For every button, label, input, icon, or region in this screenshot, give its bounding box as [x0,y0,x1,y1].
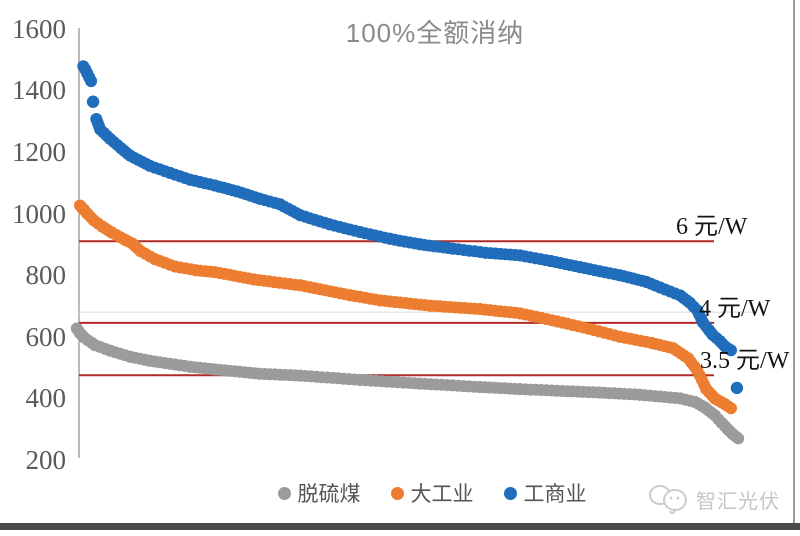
bottom-divider-bar [0,523,800,530]
y-axis-tick-label: 800 [25,260,67,291]
series-dots-2 [77,60,744,395]
legend: 脱硫煤 大工业 工商业 [52,478,800,508]
legend-label: 脱硫煤 [297,483,361,506]
threshold-label-1: 4 元/W [699,295,771,322]
legend-label: 工商业 [523,483,587,506]
y-axis-tick-label: 1400 [12,75,66,106]
watermark-text: 智汇光伏 [696,490,780,513]
threshold-label-2: 3.5 元/W [700,348,790,375]
legend-label: 大工业 [410,483,474,506]
watermark: 智汇光伏 [648,484,780,514]
legend-item-0[interactable]: 脱硫煤 [277,478,361,508]
y-axis-tick-label: 200 [25,445,67,475]
legend-dot-icon [277,486,291,500]
y-axis-tick-label: 1200 [12,136,66,167]
series-dots-1 [74,199,737,415]
legend-dot-icon [503,486,517,500]
y-axis-tick-label: 1600 [12,13,66,44]
watermark-logo-icon [649,485,687,514]
chart-title: 100%全额消纳 [345,18,525,48]
series-dots-0 [70,322,745,445]
y-axis-tick-label: 400 [25,383,67,414]
legend-item-2[interactable]: 工商业 [503,478,587,508]
legend-dot-icon [390,486,404,500]
threshold-label-0: 6 元/W [676,214,748,241]
y-axis-tick-label: 600 [25,321,67,352]
legend-item-1[interactable]: 大工业 [390,478,474,508]
right-border-line [793,0,795,523]
y-axis-tick-label: 1000 [12,198,66,229]
